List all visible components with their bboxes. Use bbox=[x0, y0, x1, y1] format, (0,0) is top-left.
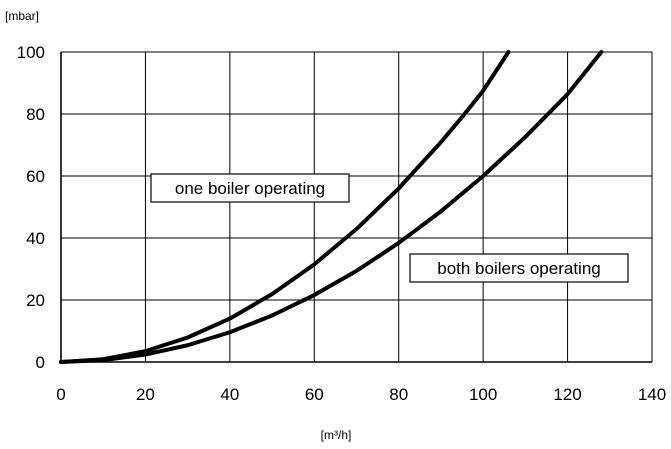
annotation-box bbox=[150, 173, 350, 203]
y-tick-label: 20 bbox=[26, 291, 45, 310]
x-tick-label: 120 bbox=[553, 385, 581, 404]
tick-labels: 0 20 40 60 80 100 120 140 0 20 40 60 80 100 bbox=[17, 43, 667, 404]
annotation-box bbox=[409, 253, 629, 283]
series-line-0 bbox=[59, 50, 511, 364]
annotation-one-boiler: one boiler operating bbox=[150, 173, 350, 203]
y-tick-label: 80 bbox=[26, 105, 45, 124]
x-tick-label: 40 bbox=[220, 385, 239, 404]
y-axis-label: [mbar] bbox=[5, 9, 39, 23]
annotation-text: one boiler operating bbox=[175, 179, 325, 198]
series-group bbox=[59, 50, 604, 364]
x-tick-label: 20 bbox=[136, 385, 155, 404]
x-tick-label: 140 bbox=[638, 385, 666, 404]
y-tick-label: 0 bbox=[36, 353, 45, 372]
y-tick-label: 100 bbox=[17, 43, 45, 62]
x-axis-label: [m³/h] bbox=[321, 428, 352, 442]
x-tick-label: 0 bbox=[56, 385, 65, 404]
y-tick-label: 40 bbox=[26, 229, 45, 248]
x-tick-label: 60 bbox=[305, 385, 324, 404]
x-tick-label: 100 bbox=[469, 385, 497, 404]
x-tick-label: 80 bbox=[389, 385, 408, 404]
y-tick-label: 60 bbox=[26, 167, 45, 186]
annotation-text: both boilers operating bbox=[437, 259, 601, 278]
series-line-1 bbox=[59, 50, 604, 364]
annotation-both-boilers: both boilers operating bbox=[409, 253, 629, 283]
